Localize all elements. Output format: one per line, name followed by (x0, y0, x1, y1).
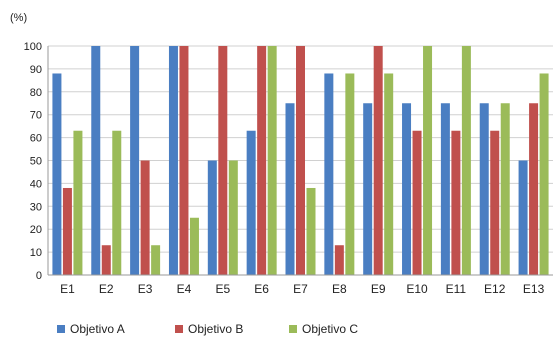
bar-e2-series-2 (101, 245, 111, 275)
bar-e12-series-1 (479, 103, 489, 275)
bar-e12-series-3 (500, 103, 510, 275)
y-tick-label: 80 (30, 87, 42, 99)
y-tick-label: 90 (30, 64, 42, 76)
bar-e11-series-2 (451, 130, 461, 275)
bars (52, 46, 549, 275)
bar-e6-series-1 (246, 130, 256, 275)
bar-e11-series-1 (440, 103, 450, 275)
legend-swatch (289, 325, 297, 333)
bar-e6-series-2 (257, 46, 267, 275)
bar-e6-series-3 (267, 46, 277, 275)
y-tick-label: 50 (30, 156, 42, 168)
y-tick-label: 100 (24, 41, 42, 53)
bar-e8-series-1 (324, 73, 334, 275)
bar-e4-series-3 (189, 217, 199, 275)
x-tick-label: E12 (484, 282, 506, 296)
bar-e9-series-3 (384, 73, 394, 275)
bar-e13-series-2 (529, 103, 539, 275)
bar-e1-series-3 (73, 130, 83, 275)
bar-e10-series-1 (402, 103, 412, 275)
y-tick-label: 20 (30, 224, 42, 236)
bar-e8-series-2 (334, 245, 344, 275)
bar-e2-series-3 (112, 130, 122, 275)
x-tick-label: E10 (406, 282, 428, 296)
x-tick-label: E8 (332, 282, 347, 296)
bar-e3-series-2 (140, 160, 150, 275)
x-tick-label: E2 (99, 282, 114, 296)
legend: Objetivo A Objetivo B Objetivo C (57, 322, 358, 336)
bar-e13-series-1 (518, 160, 528, 275)
bar-e9-series-1 (363, 103, 373, 275)
x-tick-label: E5 (215, 282, 230, 296)
x-tick-label: E9 (371, 282, 386, 296)
x-tick-label: E4 (177, 282, 192, 296)
bar-e8-series-3 (345, 73, 355, 275)
bar-e10-series-2 (412, 130, 422, 275)
x-tick-label: E13 (523, 282, 545, 296)
bar-e1-series-2 (62, 187, 72, 275)
bar-e7-series-2 (296, 46, 305, 275)
x-tick-label: E7 (293, 282, 308, 296)
bar-e11-series-3 (461, 46, 471, 275)
bar-e5-series-2 (218, 46, 228, 275)
bar-e4-series-1 (168, 46, 178, 275)
bar-e4-series-2 (179, 46, 189, 275)
bar-e1-series-1 (52, 73, 62, 275)
x-tick-label: E3 (138, 282, 153, 296)
legend-label: Objetivo C (302, 322, 358, 336)
y-tick-label: 70 (30, 110, 42, 122)
bar-e2-series-1 (91, 46, 101, 275)
bar-e13-series-3 (539, 73, 549, 275)
x-tick-label: E11 (446, 282, 467, 296)
legend-swatch (57, 325, 65, 333)
bar-e10-series-3 (423, 46, 433, 275)
bar-e5-series-1 (207, 160, 217, 275)
y-tick-label: 60 (30, 133, 42, 145)
legend-swatch (175, 325, 183, 333)
axes: 0 10 20 30 40 50 60 70 80 90 100 E1 E2 E3 E4 E5 E6 E7 E8 E9… (24, 41, 553, 296)
bar-e7-series-1 (285, 103, 295, 275)
bar-e7-series-3 (306, 187, 316, 275)
y-tick-label: 0 (36, 270, 42, 282)
x-tick-label: E1 (60, 282, 75, 296)
y-axis-unit-label: (%) (10, 12, 27, 24)
bar-e3-series-1 (130, 46, 140, 275)
legend-label: Objetivo A (70, 322, 125, 336)
legend-label: Objetivo B (188, 322, 243, 336)
y-tick-label: 30 (30, 201, 42, 213)
y-tick-label: 40 (30, 178, 42, 190)
y-tick-label: 10 (30, 247, 42, 259)
bar-e3-series-3 (151, 245, 161, 275)
bar-e5-series-3 (228, 160, 238, 275)
bar-e9-series-2 (373, 46, 383, 275)
bar-e12-series-2 (490, 130, 500, 275)
x-tick-label: E6 (254, 282, 269, 296)
